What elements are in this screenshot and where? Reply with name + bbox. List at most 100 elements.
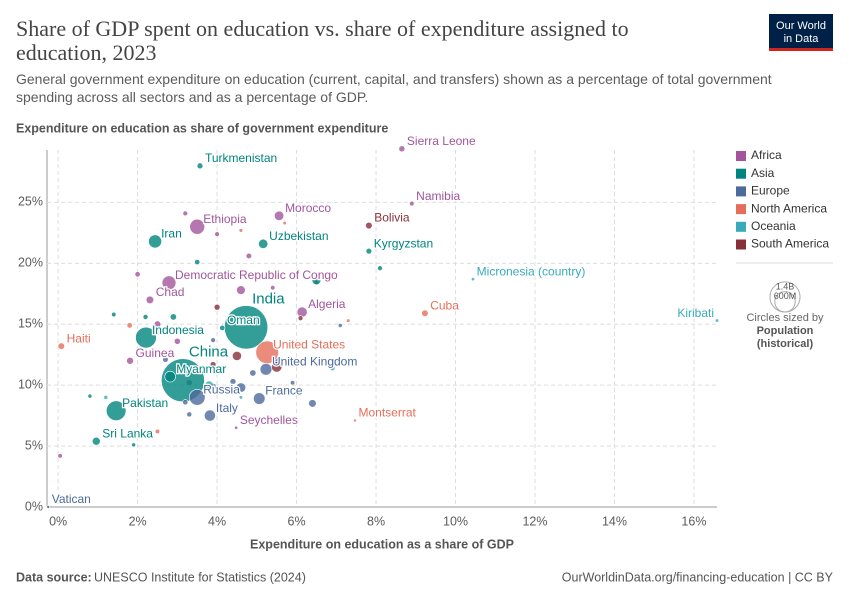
text-line: Share of GDP spent on education vs. shar…	[16, 16, 629, 41]
point	[57, 453, 63, 459]
text-line: General government expenditure on educat…	[16, 71, 772, 87]
text-line: education, 2023	[16, 40, 157, 65]
y-tick-label: 0%	[25, 499, 43, 513]
point-label: Micronesia (country)	[477, 264, 586, 278]
point-label: Chad	[156, 285, 185, 299]
point	[249, 369, 257, 377]
point	[236, 285, 246, 295]
point-label: France	[265, 384, 303, 398]
x-tick-label: 8%	[367, 514, 385, 528]
point-label: Guinea	[136, 346, 175, 360]
point-label: Oman	[227, 313, 260, 327]
point	[196, 162, 204, 170]
size-legend-circle	[774, 291, 796, 313]
point-label: Bolivia	[374, 211, 410, 225]
point-label: Iran	[161, 227, 182, 241]
legend-swatch	[736, 239, 746, 250]
point	[219, 324, 226, 331]
legend-label: South America	[751, 237, 829, 251]
point	[329, 365, 336, 372]
text-line: spending across all sectors and as a per…	[16, 89, 368, 105]
x-tick-label: 2%	[129, 514, 147, 528]
size-legend-label: 1.4B	[776, 281, 795, 291]
point	[234, 425, 239, 430]
point	[232, 350, 242, 361]
point-label: Haiti	[67, 331, 91, 345]
point	[134, 271, 141, 278]
point	[182, 210, 189, 217]
point	[253, 392, 266, 405]
point	[346, 318, 351, 323]
point	[282, 221, 287, 226]
point-label: Ethiopia	[203, 212, 247, 226]
point	[217, 367, 225, 375]
y-tick-label: 25%	[18, 195, 43, 209]
point	[229, 378, 237, 385]
point-label: Italy	[216, 401, 238, 415]
point-label: Myanmar	[176, 362, 226, 376]
point-label: Russia	[203, 383, 240, 397]
point	[126, 356, 134, 365]
point	[214, 231, 220, 237]
subtitle: General government expenditure on educat…	[16, 71, 772, 105]
point-label: Sierra Leone	[407, 134, 476, 148]
point-label: United Kingdom	[272, 354, 357, 368]
point	[46, 505, 51, 509]
point-label: Seychelles	[240, 413, 298, 427]
legend-swatch	[736, 186, 746, 197]
y-tick-label: 5%	[25, 438, 43, 452]
point	[308, 399, 317, 408]
legend-label: Asia	[751, 166, 775, 180]
point	[270, 285, 276, 291]
size-legend-note: (historical)	[757, 338, 814, 350]
source-link[interactable]: OurWorldinData.org/financing-education |…	[562, 570, 834, 584]
point-label: Montserrat	[359, 406, 417, 420]
point	[186, 411, 193, 418]
y-axis-label: Expenditure on education as share of gov…	[16, 121, 388, 135]
point	[204, 380, 214, 390]
point-label: United States	[273, 337, 345, 351]
point-label: Cuba	[430, 298, 459, 312]
point	[311, 275, 322, 286]
point	[274, 210, 285, 221]
point-label: Sri Lanka	[102, 426, 153, 440]
point	[154, 428, 161, 435]
legend-label: Oceania	[751, 219, 796, 233]
point-label: Namibia	[416, 189, 460, 203]
point	[182, 399, 189, 406]
point	[57, 342, 65, 350]
logo-text: Our World	[776, 20, 826, 32]
chart-title: Share of GDP spent on education vs. shar…	[16, 16, 629, 65]
point	[290, 380, 296, 386]
point	[169, 313, 177, 321]
x-tick-label: 4%	[208, 514, 226, 528]
point-label: Morocco	[285, 201, 331, 215]
point-label: Vatican	[52, 492, 91, 506]
point	[259, 363, 273, 376]
point	[164, 370, 176, 383]
point	[213, 303, 221, 311]
x-tick-label: 12%	[522, 514, 547, 528]
point	[245, 252, 252, 260]
point	[255, 340, 279, 364]
point	[238, 395, 243, 400]
point	[297, 315, 304, 321]
x-axis-label: Expenditure on education as a share of G…	[250, 537, 514, 551]
legend-swatch	[736, 151, 746, 161]
point	[103, 395, 109, 400]
point-label: Democratic Republic of Congo	[175, 268, 338, 282]
point	[365, 221, 373, 230]
point	[409, 200, 415, 207]
point	[210, 337, 216, 343]
point	[258, 238, 269, 249]
point	[471, 277, 475, 282]
point	[337, 323, 343, 328]
point-label: Turkmenistan	[205, 151, 277, 165]
size-legend-variable: Population	[757, 325, 814, 337]
size-legend-title: Circles sized by	[746, 312, 824, 324]
point	[353, 418, 357, 423]
x-tick-label: 0%	[49, 514, 67, 528]
point	[209, 361, 217, 368]
point	[715, 318, 719, 323]
